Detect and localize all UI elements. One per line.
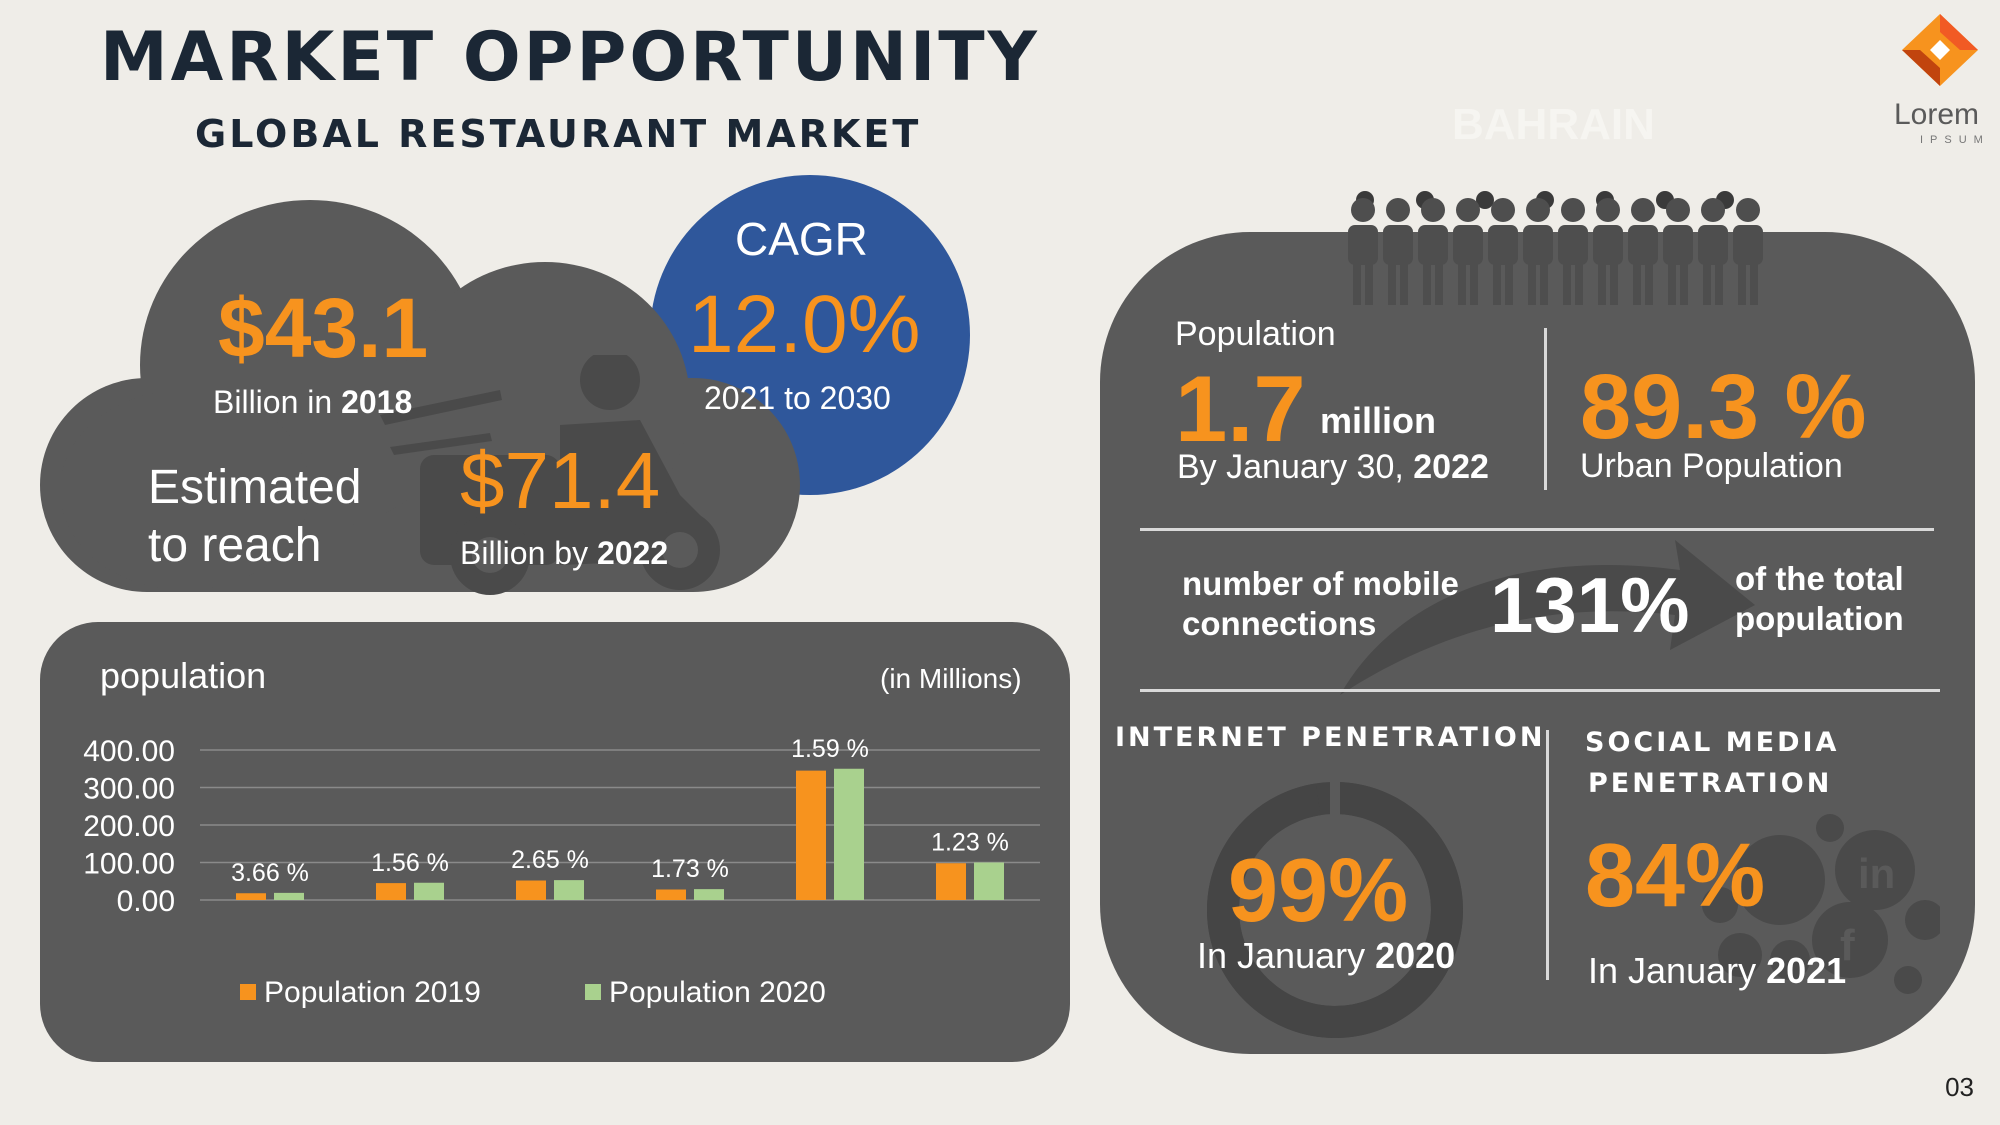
social-date: In January 2021 <box>1588 950 1847 991</box>
page-number: 03 <box>1945 1072 1974 1102</box>
population-value: 1.7 <box>1175 356 1306 461</box>
population-label: Population <box>1175 315 1336 353</box>
mobile-left-line-2: connections <box>1182 605 1377 642</box>
person-figure <box>1558 198 1588 305</box>
population-date: By January 30, 2022 <box>1177 448 1489 486</box>
person-figure <box>1453 198 1483 305</box>
bar-population-2020 <box>554 880 584 900</box>
logo-tagline: IPSUM <box>1920 134 1990 146</box>
bar-population-2020 <box>694 889 724 900</box>
person-figure <box>1663 198 1693 305</box>
facebook-icon <box>1812 902 1888 978</box>
divider-horizontal-2 <box>1140 689 1940 692</box>
cagr-label: CAGR <box>735 213 868 265</box>
internet-date: In January 2020 <box>1197 935 1456 976</box>
y-tick-label: 100.00 <box>83 848 175 881</box>
linkedin-icon <box>1835 830 1915 910</box>
page-title: MARKET OPPORTUNITY <box>100 18 1040 97</box>
delivery-scooter-icon <box>380 355 720 595</box>
estimated-line-1: Estimated <box>148 461 362 514</box>
bar-population-2019 <box>516 880 546 900</box>
estimated-line-2: to reach <box>148 519 322 572</box>
y-tick-label: 400.00 <box>83 735 175 768</box>
person-figure <box>1348 198 1378 305</box>
data-label: 2.65 % <box>511 846 589 874</box>
chart-title: population <box>100 655 267 696</box>
bar-population-2019 <box>796 770 826 900</box>
social-icons-cluster: in f <box>1702 814 1940 994</box>
person-figure <box>1593 198 1623 305</box>
divider-horizontal-1 <box>1140 528 1934 531</box>
cagr-value: 12.0% <box>688 279 921 370</box>
mobile-right-line-2: population <box>1735 600 1904 637</box>
logo: Lorem IPSUM <box>1880 10 1990 146</box>
mobile-left-line-1: number of mobile <box>1182 565 1459 602</box>
population-unit: million <box>1320 400 1436 441</box>
country-label: BAHRAIN <box>1452 100 1655 149</box>
person-figure <box>1698 198 1728 305</box>
bar-population-2019 <box>236 893 266 900</box>
person-figure <box>1733 198 1763 305</box>
person-head <box>1476 191 1494 209</box>
data-label: 1.56 % <box>371 849 449 877</box>
bar-chart: 400.00 300.00 200.00 100.00 0.00 3.66 % 1.56 %… <box>83 735 1040 1009</box>
urban-value: 89.3 % <box>1580 356 1867 458</box>
bar-population-2020 <box>274 892 304 900</box>
social-title-line-2: PENETRATION <box>1588 768 1833 799</box>
page-subtitle: GLOBAL RESTAURANT MARKET <box>195 112 922 156</box>
internet-title: INTERNET PENETRATION <box>1115 722 1546 753</box>
cagr-range: 2021 to 2030 <box>704 380 891 416</box>
curved-arrow-icon <box>1340 540 1755 695</box>
urban-label: Urban Population <box>1580 447 1843 485</box>
data-label: 3.66 % <box>231 859 309 887</box>
bar-population-2020 <box>414 882 444 900</box>
person-figure <box>1488 198 1518 305</box>
bar-population-2019 <box>376 883 406 900</box>
data-label: 1.73 % <box>651 855 729 883</box>
y-tick-label: 200.00 <box>83 810 175 843</box>
bar-population-2019 <box>656 889 686 900</box>
person-figure <box>1523 198 1553 305</box>
logo-mark-icon <box>1902 14 1978 86</box>
legend-label: Population 2020 <box>609 976 826 1009</box>
internet-donut-chart <box>1207 781 1463 1038</box>
data-label: 1.23 % <box>931 829 1009 857</box>
social-title-line-1: SOCIAL MEDIA <box>1585 727 1840 758</box>
bar-population-2020 <box>834 768 864 900</box>
person-figure <box>1383 198 1413 305</box>
data-label: 1.59 % <box>791 735 869 763</box>
chart-panel <box>40 622 1070 1062</box>
chart-unit: (in Millions) <box>880 663 1022 694</box>
value-2022: $71.4 <box>460 436 661 525</box>
social-value: 84% <box>1585 826 1766 926</box>
y-tick-label: 0.00 <box>117 885 175 918</box>
svg-text:f: f <box>1840 921 1855 970</box>
internet-value: 99% <box>1228 841 1409 941</box>
bar-population-2019 <box>936 863 966 900</box>
bar-population-2020 <box>974 862 1004 900</box>
svg-text:in: in <box>1858 850 1895 897</box>
y-tick-label: 300.00 <box>83 773 175 806</box>
mobile-value: 131% <box>1490 561 1690 649</box>
logo-name: Lorem <box>1894 98 1980 131</box>
divider-vertical-top <box>1544 328 1547 490</box>
person-figure <box>1418 198 1448 305</box>
legend-swatch <box>585 984 601 1000</box>
person-figure <box>1628 198 1658 305</box>
crowd-icon <box>1348 191 1763 305</box>
caption-2022: Billion by 2022 <box>460 535 669 571</box>
legend-swatch <box>240 984 256 1000</box>
value-2018: $43.1 <box>218 281 429 375</box>
google-plus-icon <box>1905 900 1940 940</box>
caption-2018: Billion in 2018 <box>213 384 413 420</box>
mobile-right-line-1: of the total <box>1735 560 1904 597</box>
divider-vertical-bottom <box>1546 730 1549 980</box>
legend-label: Population 2019 <box>264 976 481 1009</box>
